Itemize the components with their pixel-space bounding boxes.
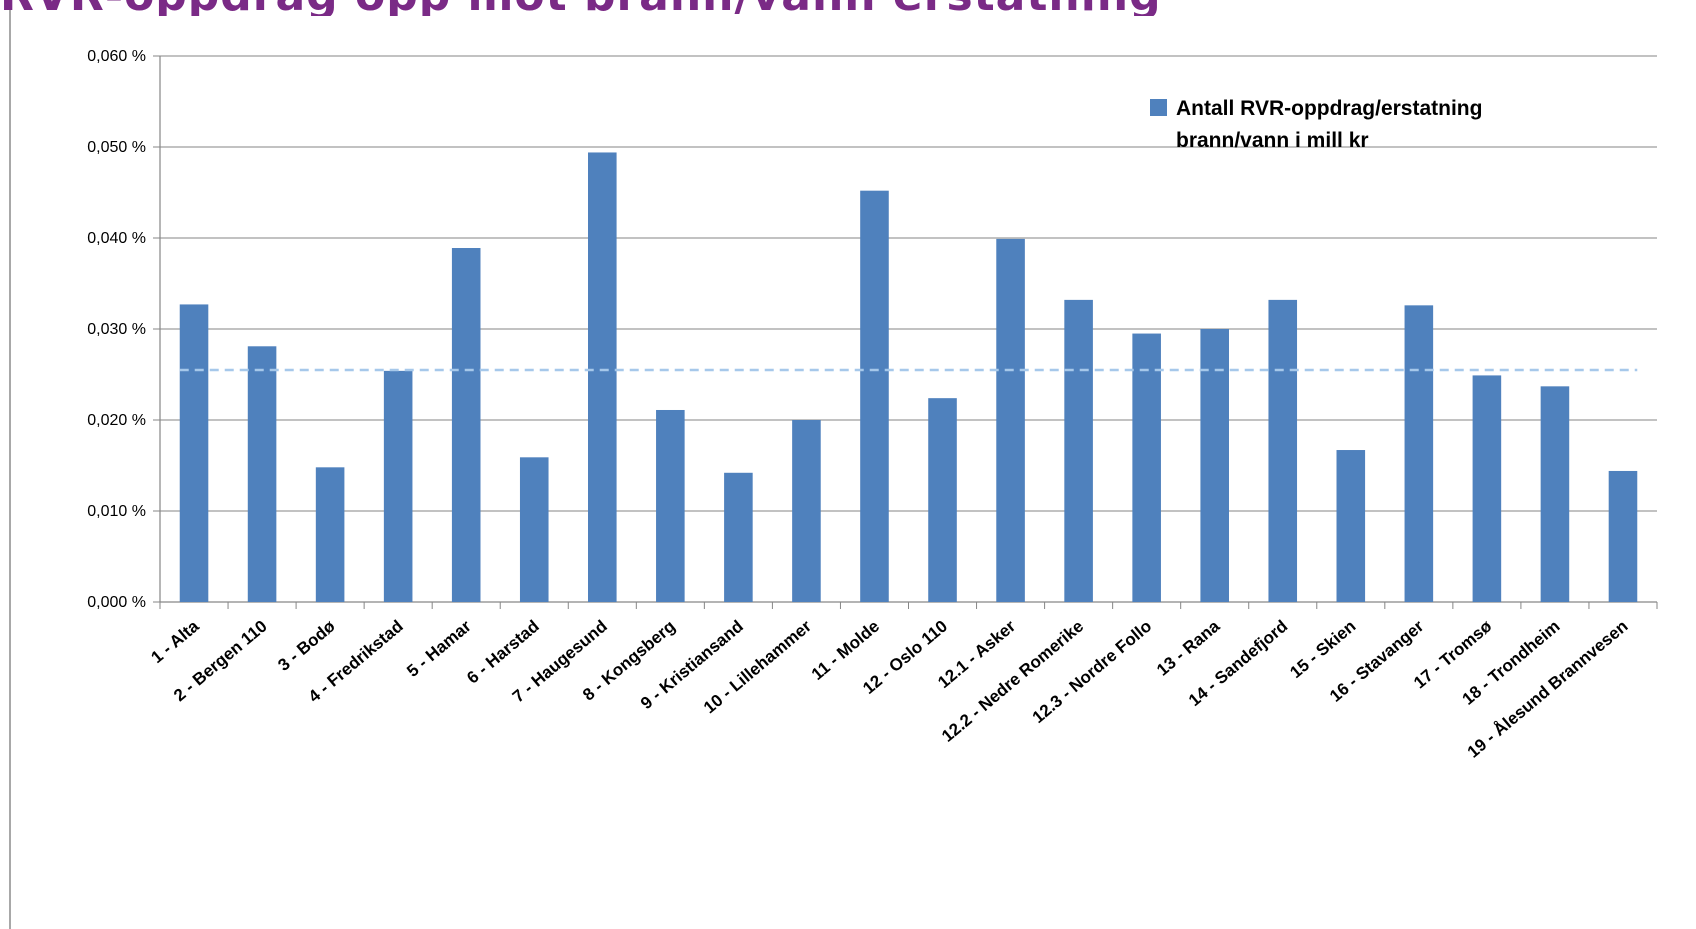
bar (1472, 375, 1502, 602)
bar (1132, 333, 1161, 602)
bar (451, 248, 481, 602)
x-category-label: 1 - Alta (147, 616, 203, 667)
chart-frame: 0,000 % 0,010 % 0,020 % 0,030 % 0,040 % 0,050… (0, 10, 1696, 929)
legend-label-line-2: brann/vann i mill kr (1176, 129, 1369, 152)
y-tick-label: 0,030 % (87, 321, 146, 338)
x-category-label: 13 - Rana (1153, 616, 1224, 679)
y-tick-label: 0,040 % (87, 230, 146, 247)
y-tick-label: 0,010 % (87, 503, 146, 520)
y-tick-label: 0,060 % (87, 48, 146, 65)
bar (1540, 386, 1570, 602)
bar-chart: 0,000 % 0,010 % 0,020 % 0,030 % 0,040 % 0,050… (9, 10, 1658, 929)
bar (792, 420, 821, 602)
x-category-label: 3 - Bodø (274, 616, 339, 675)
legend-label-line-1: Antall RVR-oppdrag/erstatning (1176, 97, 1482, 120)
bar (383, 370, 413, 602)
y-tick-label: 0,050 % (87, 139, 146, 156)
bar (315, 467, 345, 602)
bar (588, 152, 617, 602)
bar (928, 398, 957, 602)
bar (1200, 329, 1229, 602)
y-tick-label: 0,000 % (87, 594, 146, 611)
bar (247, 346, 277, 602)
bar (1608, 470, 1638, 602)
bar (860, 190, 889, 602)
bar (996, 238, 1025, 602)
bar (1336, 450, 1366, 602)
bar (519, 457, 549, 602)
y-tick-label: 0,020 % (87, 412, 146, 429)
bar (1268, 299, 1298, 602)
bar (1064, 299, 1093, 602)
bar (724, 472, 753, 602)
bar (179, 304, 209, 602)
bar (1404, 305, 1434, 602)
page-title: RVR-oppdrag opp mot brann/vann erstatnin… (0, 0, 1696, 16)
x-category-label: 12.3 - Nordre Follo (1029, 617, 1156, 727)
bar (656, 409, 685, 602)
legend-swatch (1150, 99, 1167, 116)
